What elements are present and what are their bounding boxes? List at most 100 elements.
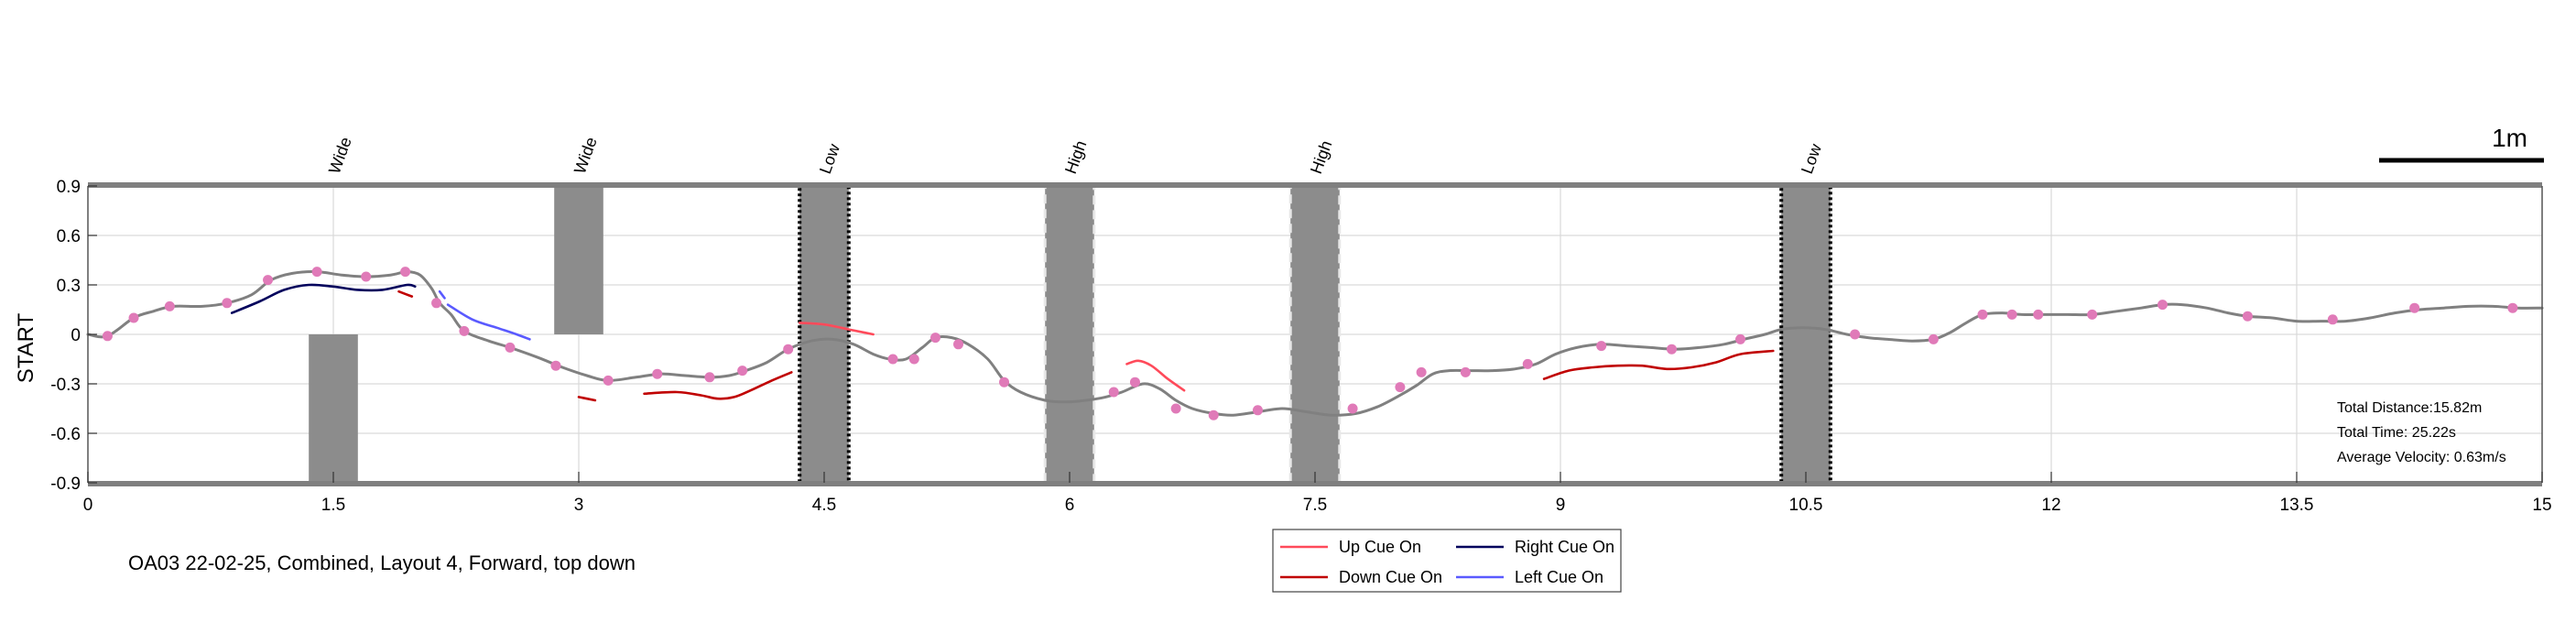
legend: Up Cue On Right Cue On Down Cue On Left … xyxy=(1272,529,1622,593)
x-tick-label: 1.5 xyxy=(321,496,345,515)
step-marker xyxy=(2157,300,2168,311)
y-axis-label: START xyxy=(14,312,38,383)
x-tick-label: 0 xyxy=(83,496,93,515)
legend-label-right-cue: Right Cue On xyxy=(1515,538,1614,556)
step-marker xyxy=(263,275,274,286)
step-marker xyxy=(1129,377,1140,387)
y-tick-label: 0.3 xyxy=(57,277,81,296)
frame-top-bar xyxy=(88,182,2542,188)
stat-total-distance: Total Distance:15.82m xyxy=(2337,400,2482,416)
y-tick-label: -0.9 xyxy=(50,475,81,494)
obstacle-label: Wide xyxy=(325,135,355,176)
cue-segments xyxy=(230,283,1775,402)
step-marker xyxy=(102,331,113,342)
step-marker xyxy=(1928,333,1939,344)
x-tick-label: 4.5 xyxy=(812,496,836,515)
legend-label-down-cue: Down Cue On xyxy=(1339,568,1442,586)
step-marker xyxy=(1666,344,1677,355)
x-tick-label: 6 xyxy=(1065,496,1075,515)
step-markers xyxy=(102,267,2518,420)
step-marker xyxy=(908,354,919,365)
step-marker xyxy=(1416,366,1427,377)
step-marker xyxy=(999,377,1010,387)
stat-total-time: Total Time: 25.22s xyxy=(2337,425,2456,441)
step-marker xyxy=(1170,403,1181,414)
step-marker xyxy=(2242,311,2253,322)
step-marker xyxy=(1460,366,1471,377)
step-marker xyxy=(887,354,898,365)
step-marker xyxy=(1735,333,1746,344)
obstacle-label: High xyxy=(1307,138,1335,177)
step-marker xyxy=(431,298,442,309)
step-marker xyxy=(505,342,516,353)
obstacle-low xyxy=(798,184,851,485)
legend-box xyxy=(1272,529,1622,593)
scale-bar-label: 1m xyxy=(2492,124,2527,152)
step-marker xyxy=(2033,309,2044,320)
step-marker xyxy=(459,325,470,336)
chart-caption: OA03 22-02-25, Combined, Layout 4, Forwa… xyxy=(128,551,636,574)
step-marker xyxy=(1108,387,1119,398)
x-tick-label: 3 xyxy=(574,496,584,515)
x-tick-label: 12 xyxy=(2041,496,2060,515)
y-tick-label: 0.6 xyxy=(57,227,81,246)
step-marker xyxy=(929,333,940,344)
obstacle-label: Wide xyxy=(571,135,601,176)
obstacle-high xyxy=(1288,184,1342,485)
step-marker xyxy=(164,300,175,311)
y-tick-label: 0 xyxy=(71,326,81,345)
step-marker xyxy=(704,372,715,383)
step-marker xyxy=(1395,382,1406,393)
legend-label-up-cue: Up Cue On xyxy=(1339,538,1421,556)
step-marker xyxy=(2507,302,2518,313)
stats-box: Total Distance:15.82m Total Time: 25.22s… xyxy=(2337,400,2506,465)
step-marker xyxy=(737,366,748,377)
cue-segment-down xyxy=(1542,349,1775,380)
cue-segment-down xyxy=(577,396,597,402)
step-marker xyxy=(361,271,372,282)
step-marker xyxy=(128,312,139,323)
legend-entry-up-cue: Up Cue On xyxy=(1280,538,1421,556)
step-marker xyxy=(400,267,411,278)
step-marker xyxy=(222,298,233,309)
cue-segment-up xyxy=(1125,359,1186,392)
legend-entry-left-cue: Left Cue On xyxy=(1456,568,1603,586)
legend-entry-right-cue: Right Cue On xyxy=(1456,538,1614,556)
axis-ticks: 0 1.5 3 4.5 6 7.5 9 10.5 12 13.5 15 0.9 0.6 0.3 0 -0.3 -… xyxy=(50,178,2551,515)
legend-label-left-cue: Left Cue On xyxy=(1515,568,1603,586)
frame-bottom-bar xyxy=(88,481,2542,486)
cue-segment-right xyxy=(230,283,417,314)
obstacle-label: Low xyxy=(1798,141,1825,177)
step-marker xyxy=(1850,329,1861,340)
step-marker xyxy=(1252,405,1263,416)
step-marker xyxy=(2409,302,2420,313)
obstacle-wide xyxy=(309,334,358,483)
cue-segment-left xyxy=(446,303,531,341)
obstacles: Wide Wide Low High High Low xyxy=(309,135,1832,485)
cue-segment-up xyxy=(798,322,875,336)
y-tick-label: 0.9 xyxy=(57,178,81,197)
step-marker xyxy=(603,375,614,386)
obstacle-wide xyxy=(554,186,603,334)
step-marker xyxy=(1522,358,1533,369)
y-tick-label: -0.3 xyxy=(50,376,81,395)
step-marker xyxy=(1596,341,1607,352)
obstacle-high xyxy=(1043,184,1096,485)
step-marker xyxy=(783,344,794,355)
obstacle-label: High xyxy=(1061,138,1090,177)
stat-average-velocity: Average Velocity: 0.63m/s xyxy=(2337,450,2506,465)
step-marker xyxy=(1347,403,1358,414)
step-marker xyxy=(953,339,964,350)
step-marker xyxy=(2087,309,2098,320)
cue-segment-left xyxy=(438,289,446,300)
obstacle-label: Low xyxy=(816,141,843,177)
x-tick-label: 10.5 xyxy=(1789,496,1823,515)
x-tick-label: 9 xyxy=(1556,496,1566,515)
step-marker xyxy=(1208,409,1219,420)
step-marker xyxy=(2327,314,2338,325)
x-tick-label: 7.5 xyxy=(1303,496,1327,515)
step-marker xyxy=(652,368,663,379)
legend-entry-down-cue: Down Cue On xyxy=(1280,568,1442,586)
cue-segment-down xyxy=(643,371,793,400)
x-tick-label: 13.5 xyxy=(2280,496,2314,515)
